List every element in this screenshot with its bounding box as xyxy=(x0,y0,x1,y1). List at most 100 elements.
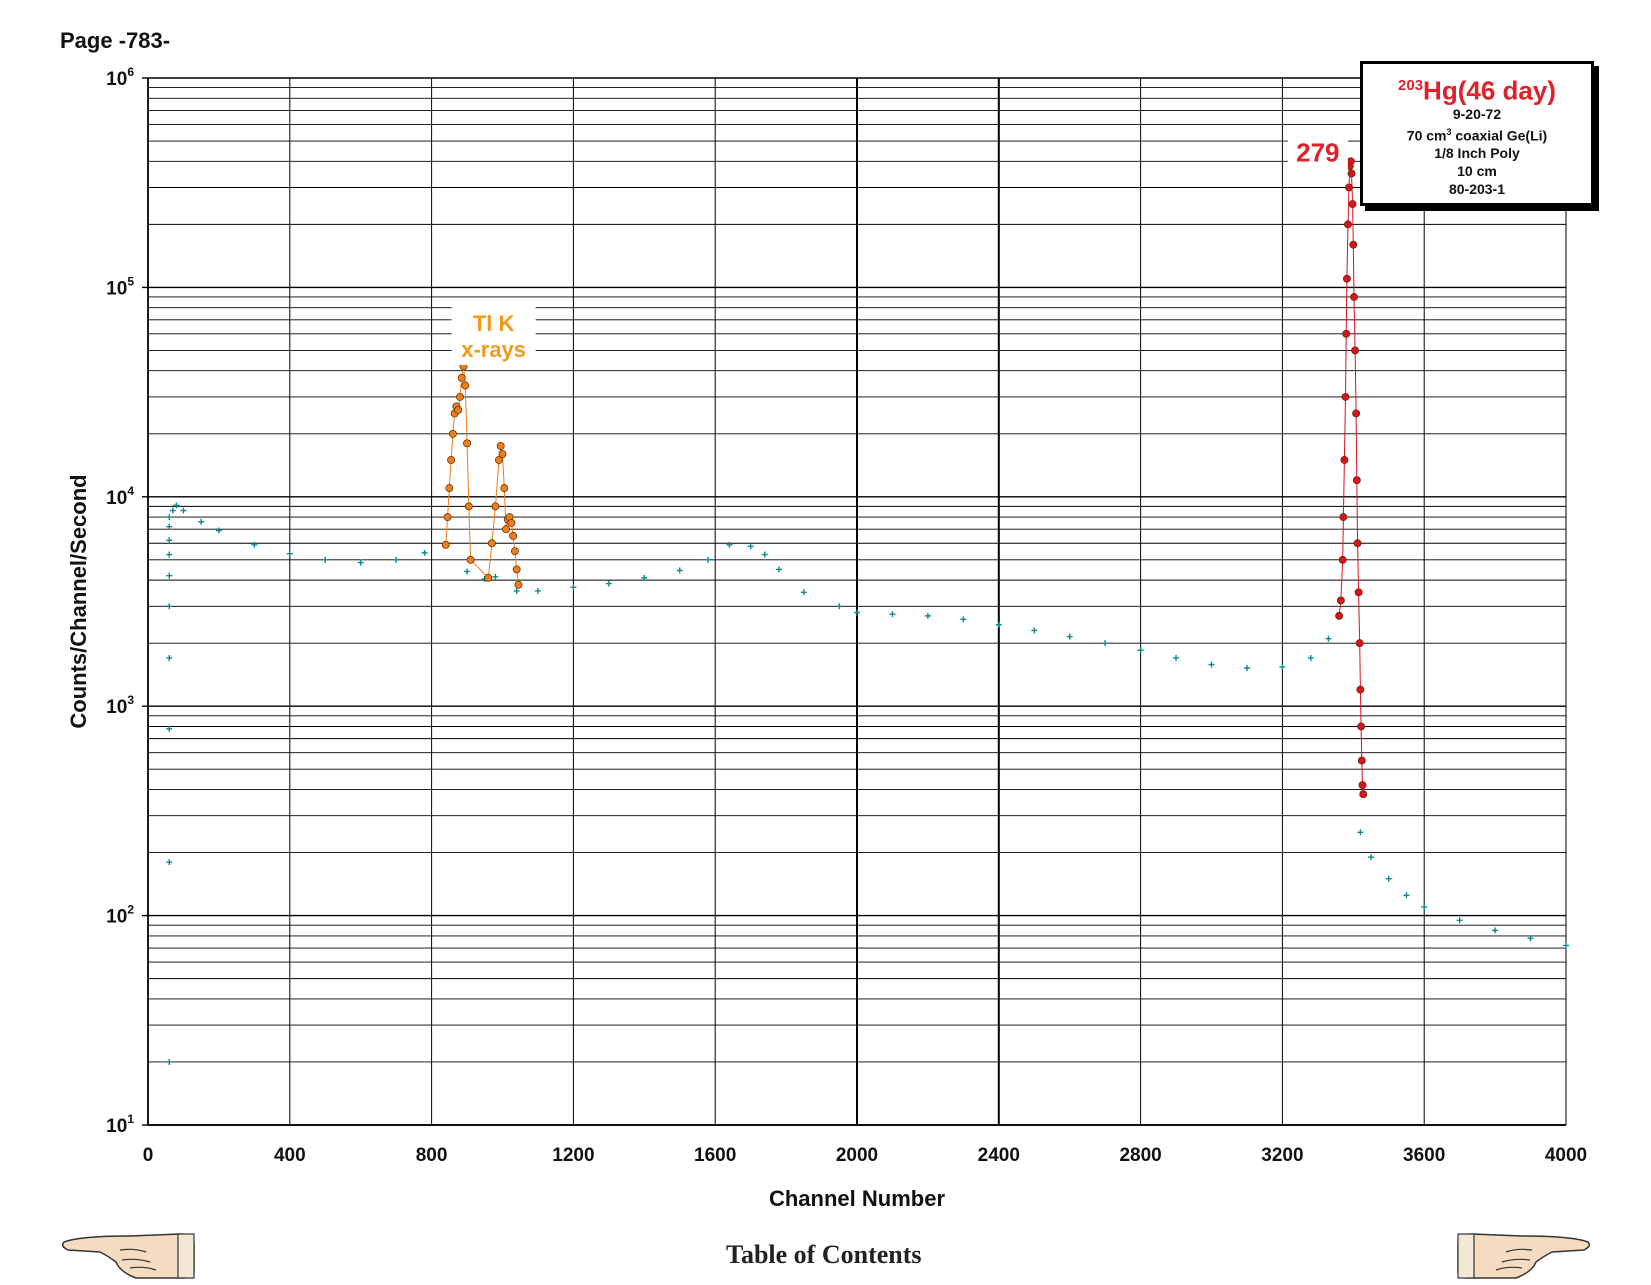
peak-point xyxy=(1335,611,1344,620)
peak-point xyxy=(1351,346,1360,355)
background-point xyxy=(1325,635,1332,642)
background-point xyxy=(1066,633,1073,640)
xray-point xyxy=(502,525,510,534)
peak-point xyxy=(1346,157,1355,166)
x-tick-label: 3600 xyxy=(1403,1145,1445,1166)
xray-point xyxy=(456,392,464,401)
background-point xyxy=(166,514,173,521)
chart-labels: Tl Kx-rays 279 xyxy=(451,133,1348,365)
background-point xyxy=(1137,647,1144,654)
info-detector-pre: 70 cm xyxy=(1406,127,1447,144)
background-point xyxy=(761,551,768,558)
background-point xyxy=(889,611,896,618)
background-point xyxy=(726,541,733,548)
peak-point xyxy=(1352,409,1361,418)
info-absorber: 1/8 Inch Poly xyxy=(1434,145,1520,162)
info-distance: 10 cm xyxy=(1457,163,1497,180)
x-tick-label: 1200 xyxy=(552,1145,594,1166)
peak-point xyxy=(1347,169,1356,178)
xray-point xyxy=(496,441,505,450)
x-tick-label: 4000 xyxy=(1545,1145,1587,1166)
x-tick-label: 2800 xyxy=(1119,1145,1161,1166)
annotation-backdrop xyxy=(1287,133,1348,170)
x-tick-label: 0 xyxy=(143,1145,154,1166)
background-point xyxy=(1031,627,1038,634)
xray-point xyxy=(487,539,496,548)
background-point xyxy=(924,612,931,619)
background-point xyxy=(166,603,173,610)
peak-point xyxy=(1353,539,1362,548)
xray-point xyxy=(491,502,500,511)
background-point xyxy=(421,549,428,556)
background-point xyxy=(705,556,712,563)
background-point xyxy=(357,559,364,566)
x-tick-label: 2000 xyxy=(836,1145,878,1166)
info-date: 9-20-72 xyxy=(1452,105,1502,122)
peak-point xyxy=(1358,781,1367,790)
peak-point xyxy=(1355,639,1364,648)
background-point xyxy=(1385,875,1392,882)
peak-point xyxy=(1354,588,1363,597)
background-point xyxy=(1208,661,1215,668)
background-point xyxy=(251,541,258,548)
background-point xyxy=(166,523,173,530)
xray-point xyxy=(457,373,466,382)
background-point xyxy=(166,537,173,544)
background-point xyxy=(1403,892,1410,899)
background-point xyxy=(286,550,293,557)
xray-point xyxy=(466,555,475,564)
peak-point xyxy=(1338,555,1347,564)
background-point xyxy=(492,573,499,580)
peak-point xyxy=(1357,756,1366,765)
chart-series xyxy=(166,157,1569,1065)
background-point xyxy=(166,551,173,558)
xray-annotation: Tl K xyxy=(473,311,515,336)
xray-point xyxy=(500,484,509,493)
background-point xyxy=(322,556,329,563)
info-detector-sup: 3 xyxy=(1446,126,1452,137)
xray-point xyxy=(447,455,456,464)
xray-point xyxy=(461,381,470,390)
y-axis-title: Counts/Channel/Second xyxy=(66,474,91,728)
xray-point xyxy=(509,532,518,540)
background-point xyxy=(166,654,173,661)
background-point xyxy=(995,621,1002,628)
background-point xyxy=(1563,942,1569,949)
peak-point xyxy=(1350,293,1358,301)
background-point xyxy=(641,574,648,581)
background-point xyxy=(676,567,683,574)
background-point xyxy=(836,603,843,610)
background-point xyxy=(173,502,180,509)
info-title: 203Hg(46 day) xyxy=(1363,72,1591,105)
table-of-contents-link[interactable]: Table of Contents xyxy=(726,1240,922,1269)
x-tick-label: 400 xyxy=(274,1145,306,1166)
background-point xyxy=(1456,917,1463,924)
y-tick-label: 105 xyxy=(106,274,134,299)
background-point xyxy=(747,543,754,550)
xray-point xyxy=(464,502,473,511)
background-point xyxy=(800,589,807,596)
background-point xyxy=(854,609,860,616)
xray-point xyxy=(514,580,523,589)
background-point xyxy=(1368,854,1375,861)
y-tick-label: 104 xyxy=(106,484,134,509)
peak-point xyxy=(1345,183,1353,192)
y-tick-label: 101 xyxy=(106,1112,134,1137)
xray-point xyxy=(443,513,452,522)
x-tick-label: 3200 xyxy=(1261,1145,1303,1166)
background-point xyxy=(1173,654,1180,661)
pointing-hand-right-icon[interactable] xyxy=(1452,1222,1592,1285)
background-point xyxy=(393,556,400,563)
peak-point xyxy=(1342,329,1351,338)
peak-point xyxy=(1349,240,1358,249)
pointing-hand-left-icon[interactable] xyxy=(60,1222,200,1285)
info-id: 80-203-1 xyxy=(1448,181,1506,198)
y-tick-label: 106 xyxy=(106,65,134,90)
annotation-backdrop xyxy=(451,306,536,365)
background-point xyxy=(605,580,612,587)
info-detector: 70 cm3 coaxial Ge(Li) xyxy=(1363,123,1591,145)
background-point xyxy=(198,518,205,525)
xray-point xyxy=(495,455,503,464)
xray-point xyxy=(441,540,450,549)
page-label: Page -783- xyxy=(60,28,171,53)
